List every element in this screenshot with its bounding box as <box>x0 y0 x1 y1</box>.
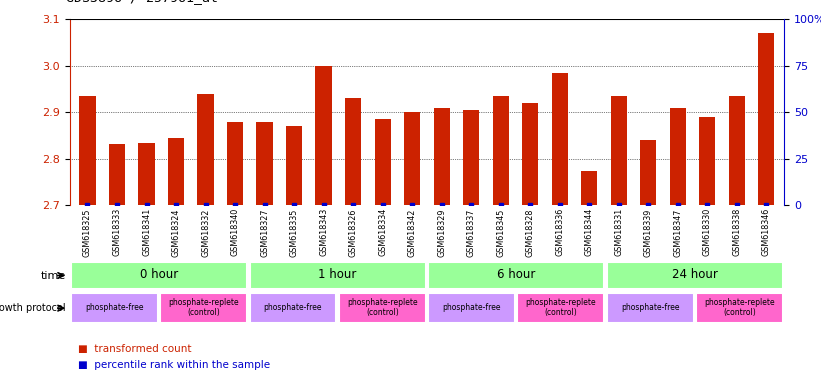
Text: growth protocol: growth protocol <box>0 303 66 313</box>
Bar <box>611 96 627 205</box>
Bar <box>522 103 539 205</box>
Bar <box>286 126 302 205</box>
Bar <box>552 73 568 205</box>
Text: phosphate-free: phosphate-free <box>621 303 680 312</box>
Bar <box>339 293 426 323</box>
Bar <box>139 142 154 205</box>
Text: phosphate-replete
(control): phosphate-replete (control) <box>168 298 239 317</box>
Bar <box>71 262 247 289</box>
Text: phosphate-free: phosphate-free <box>85 303 144 312</box>
Bar <box>227 122 243 205</box>
Bar <box>433 108 450 205</box>
Bar <box>493 96 509 205</box>
Text: 1 hour: 1 hour <box>319 268 357 281</box>
Bar <box>463 110 479 205</box>
Text: ■  transformed count: ■ transformed count <box>78 344 191 354</box>
Bar <box>640 140 657 205</box>
Bar <box>315 66 332 205</box>
Bar <box>197 94 213 205</box>
Text: phosphate-replete
(control): phosphate-replete (control) <box>525 298 596 317</box>
Bar <box>428 262 604 289</box>
Text: phosphate-free: phosphate-free <box>264 303 323 312</box>
Bar <box>345 98 361 205</box>
Bar <box>109 144 125 205</box>
Text: 24 hour: 24 hour <box>672 268 718 281</box>
Text: 0 hour: 0 hour <box>140 268 178 281</box>
Bar <box>428 293 515 323</box>
Text: ■  percentile rank within the sample: ■ percentile rank within the sample <box>78 360 270 370</box>
Bar <box>607 262 783 289</box>
Bar <box>517 293 604 323</box>
Text: phosphate-replete
(control): phosphate-replete (control) <box>704 298 775 317</box>
Bar <box>696 293 783 323</box>
Text: 6 hour: 6 hour <box>497 268 535 281</box>
Bar <box>160 293 247 323</box>
Text: phosphate-free: phosphate-free <box>443 303 501 312</box>
Text: phosphate-replete
(control): phosphate-replete (control) <box>347 298 418 317</box>
Text: time: time <box>40 270 66 281</box>
Bar <box>699 117 715 205</box>
Bar <box>581 170 598 205</box>
Bar <box>256 122 273 205</box>
Bar <box>670 108 686 205</box>
Bar <box>168 138 184 205</box>
Bar <box>374 119 391 205</box>
Text: GDS3896 / 257961_at: GDS3896 / 257961_at <box>66 0 218 4</box>
Bar <box>607 293 694 323</box>
Bar <box>80 96 95 205</box>
Bar <box>759 33 774 205</box>
Bar <box>729 96 745 205</box>
Bar <box>404 113 420 205</box>
Bar <box>71 293 158 323</box>
Bar <box>250 293 337 323</box>
Bar <box>250 262 426 289</box>
